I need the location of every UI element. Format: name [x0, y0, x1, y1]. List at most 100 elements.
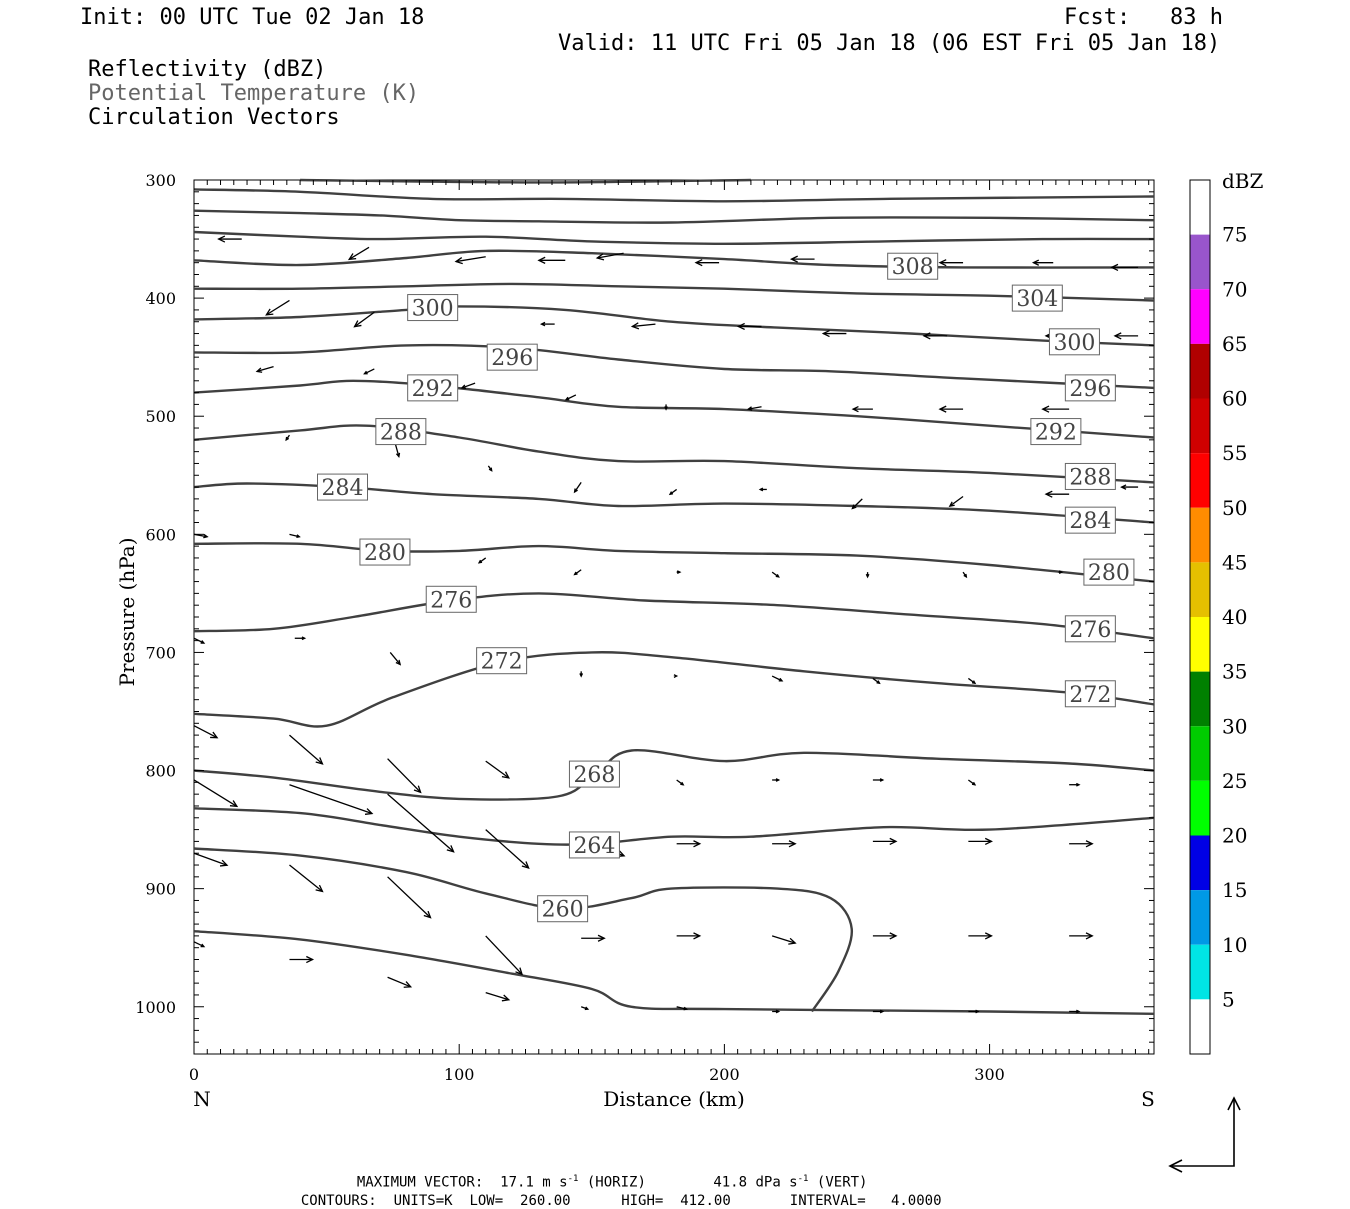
circulation-vector	[487, 465, 493, 472]
colorbar-segment	[1190, 289, 1210, 344]
circulation-vector	[255, 365, 274, 373]
colorbar-segment	[1190, 507, 1210, 563]
circulation-vector	[772, 778, 781, 782]
circulation-vector	[595, 252, 624, 261]
interval-value: 4.0000	[890, 1193, 942, 1209]
circulation-vector	[564, 394, 577, 401]
colorbar-level-label: 20	[1222, 824, 1247, 848]
circulation-vector	[746, 406, 762, 411]
circulation-vector	[193, 533, 209, 539]
colorbar-level-label: 25	[1222, 769, 1247, 793]
colorbar-segment	[1190, 562, 1210, 617]
svg-text:304: 304	[1016, 287, 1058, 312]
circulation-vector	[865, 572, 870, 579]
init-time: Init: 00 UTC Tue 02 Jan 18	[80, 5, 425, 30]
colorbar: dBZ 5 10 15 20 25 30 35 40 45 50 55 60 65 70 75	[1189, 169, 1264, 1055]
contour-line	[193, 592, 1155, 640]
contour-line	[193, 188, 1155, 203]
y-tick-label: 900	[145, 880, 176, 899]
y-tick-label: 600	[145, 525, 176, 544]
contour-line	[193, 230, 1155, 246]
high-label: HIGH=	[621, 1193, 664, 1209]
circulation-vector	[758, 487, 767, 492]
contour-label: 284	[317, 473, 369, 501]
colorbar-level-label: 35	[1222, 660, 1247, 684]
colorbar-level-label: 50	[1222, 496, 1247, 520]
high-value: 412.00	[680, 1193, 731, 1209]
circulation-vector	[664, 404, 668, 411]
x-tick-label: 0	[189, 1065, 199, 1084]
plot-frame	[193, 179, 1155, 1055]
contour-label: 296	[486, 343, 538, 371]
circulation-vector	[1069, 840, 1094, 848]
colorbar-segment	[1190, 453, 1210, 508]
x-tick-label: 200	[709, 1065, 740, 1084]
contour-line	[193, 807, 1155, 846]
circulation-vector	[676, 570, 682, 575]
circulation-vector	[387, 758, 422, 794]
colorbar-level-label: 5	[1222, 987, 1235, 1011]
circulation-vector	[581, 934, 606, 942]
interval-label: INTERVAL=	[789, 1193, 866, 1209]
circulation-vector	[477, 557, 487, 564]
contours-label: CONTOURS:	[300, 1193, 377, 1209]
contour-label: 308	[887, 252, 939, 280]
circulation-vector	[851, 498, 863, 510]
contour-label: 300	[1048, 328, 1100, 356]
circulation-vector	[872, 932, 898, 940]
contour-label: 292	[407, 374, 459, 402]
contour-label: 280	[1083, 558, 1135, 586]
axes: 300 400 500 600 700 800 900 1000 0 100 200 300 N S Dis…	[115, 171, 1155, 1111]
circulation-vector	[962, 571, 968, 579]
colorbar-level-label: 60	[1222, 387, 1247, 411]
horiz-value: 17.1 m s	[500, 1174, 568, 1191]
circulation-vector	[289, 955, 315, 964]
svg-text:300: 300	[1053, 331, 1095, 356]
circulation-vector	[771, 935, 797, 945]
colorbar-segment	[1190, 398, 1210, 454]
svg-text:268: 268	[573, 763, 615, 788]
contour-label: 288	[1064, 462, 1116, 490]
x-tick-label: 300	[974, 1065, 1005, 1084]
circulation-vector	[771, 675, 784, 682]
colorbar-segment	[1190, 234, 1210, 290]
colorbar-segment	[1190, 944, 1210, 1000]
svg-text:284: 284	[1069, 509, 1111, 534]
circulation-vector	[872, 1009, 885, 1014]
svg-text:260: 260	[542, 898, 584, 923]
south-label: S	[1141, 1087, 1155, 1111]
svg-text:296: 296	[491, 346, 533, 371]
circulation-vector	[938, 259, 964, 267]
circulation-vector	[1041, 405, 1070, 413]
svg-text:308: 308	[892, 255, 934, 280]
contour-units: UNITS=K	[393, 1193, 453, 1209]
circulation-vector	[772, 840, 797, 848]
colorbar-level-label: 55	[1222, 441, 1247, 465]
field-potential-temperature: Potential Temperature (K)	[88, 81, 420, 106]
contour-line	[193, 209, 1155, 224]
field-circulation-vectors: Circulation Vectors	[88, 105, 340, 130]
circulation-vector	[387, 876, 432, 919]
y-tick-label: 1000	[135, 998, 176, 1017]
y-tick-label: 500	[145, 407, 176, 426]
y-tick-label: 300	[145, 171, 176, 190]
colorbar-segment	[1190, 343, 1210, 399]
circulation-vector	[573, 569, 582, 576]
contour-label: 272	[476, 647, 528, 675]
max-vector-label: MAXIMUM VECTOR:	[356, 1174, 484, 1191]
contour-label: 288	[375, 418, 427, 446]
contour-label: 304	[1011, 284, 1063, 312]
colorbar-level-label: 65	[1222, 332, 1247, 356]
colorbar-segment	[1190, 180, 1210, 235]
circulation-vector	[289, 533, 301, 539]
circulation-vector	[772, 1009, 781, 1014]
circulation-vector	[872, 677, 881, 685]
contour-label: 292	[1030, 418, 1082, 446]
circulation-vector	[676, 840, 702, 848]
colorbar-level-label: 40	[1222, 605, 1247, 629]
circulation-vector	[387, 793, 455, 853]
north-label: N	[193, 1087, 211, 1111]
circulation-vector	[673, 674, 679, 678]
circulation-vector	[676, 779, 685, 786]
